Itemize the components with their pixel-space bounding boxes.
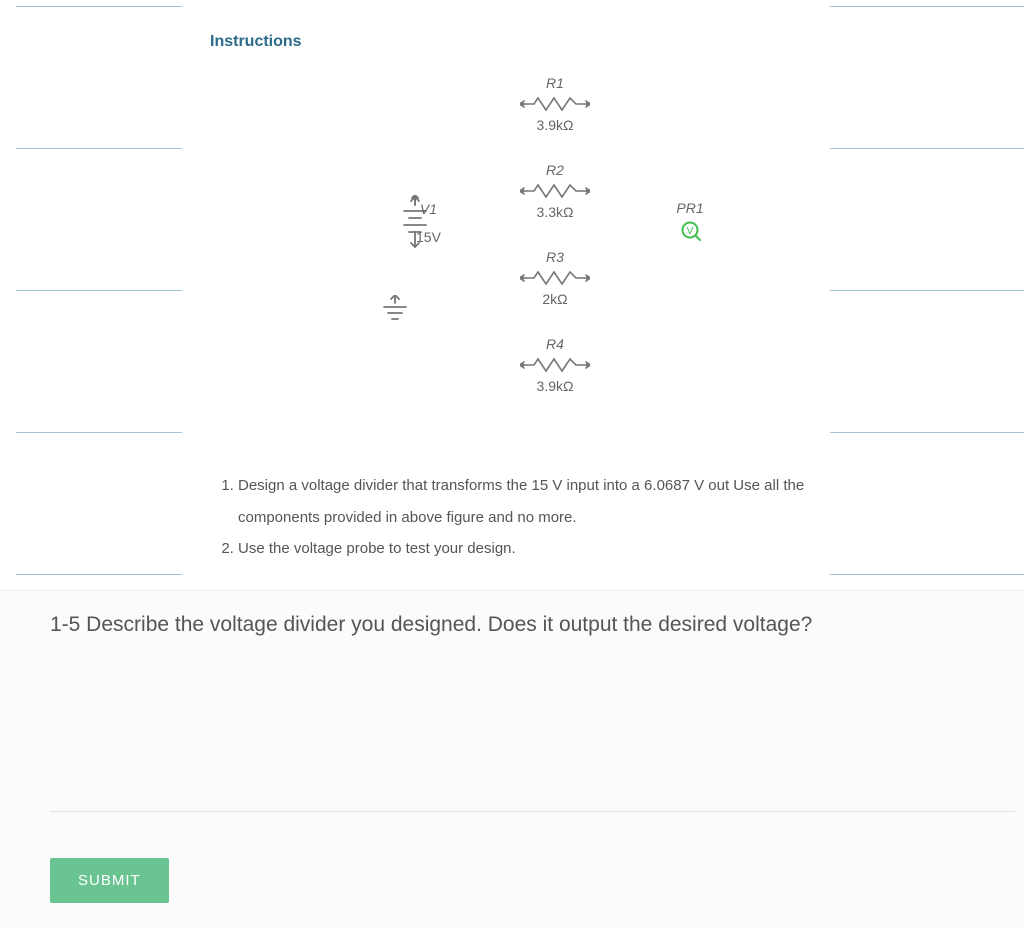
- instruction-item: Use the voltage probe to test your desig…: [238, 533, 810, 565]
- resistor-icon: [520, 269, 590, 287]
- answer-textarea[interactable]: [50, 657, 1015, 812]
- circuit-diagram: V1 15V R1: [210, 70, 810, 430]
- r1-value: 3.9kΩ: [510, 117, 600, 133]
- submit-button[interactable]: SUBMIT: [50, 858, 169, 903]
- source-value: 15V: [416, 229, 441, 245]
- r3-value: 2kΩ: [510, 291, 600, 307]
- r4-label: R4: [510, 336, 600, 352]
- r2-value: 3.3kΩ: [510, 204, 600, 220]
- instructions-heading: Instructions: [210, 33, 302, 51]
- voltage-probe-icon: V: [678, 220, 702, 244]
- r1-label: R1: [510, 75, 600, 91]
- r4-value: 3.9kΩ: [510, 378, 600, 394]
- svg-text:V: V: [687, 226, 694, 237]
- instruction-list: Design a voltage divider that transforms…: [210, 470, 810, 565]
- question-prompt: 1-5 Describe the voltage divider you des…: [50, 613, 984, 637]
- r2-label: R2: [510, 162, 600, 178]
- resistor-icon: [520, 95, 590, 113]
- ground-icon: [382, 295, 408, 323]
- instruction-item: Design a voltage divider that transforms…: [238, 470, 810, 533]
- resistor-icon: [520, 356, 590, 374]
- question-block: 1-5 Describe the voltage divider you des…: [0, 590, 1024, 928]
- resistor-icon: [520, 182, 590, 200]
- source-label: V1: [416, 201, 441, 217]
- r3-label: R3: [510, 249, 600, 265]
- probe-label: PR1: [660, 200, 720, 216]
